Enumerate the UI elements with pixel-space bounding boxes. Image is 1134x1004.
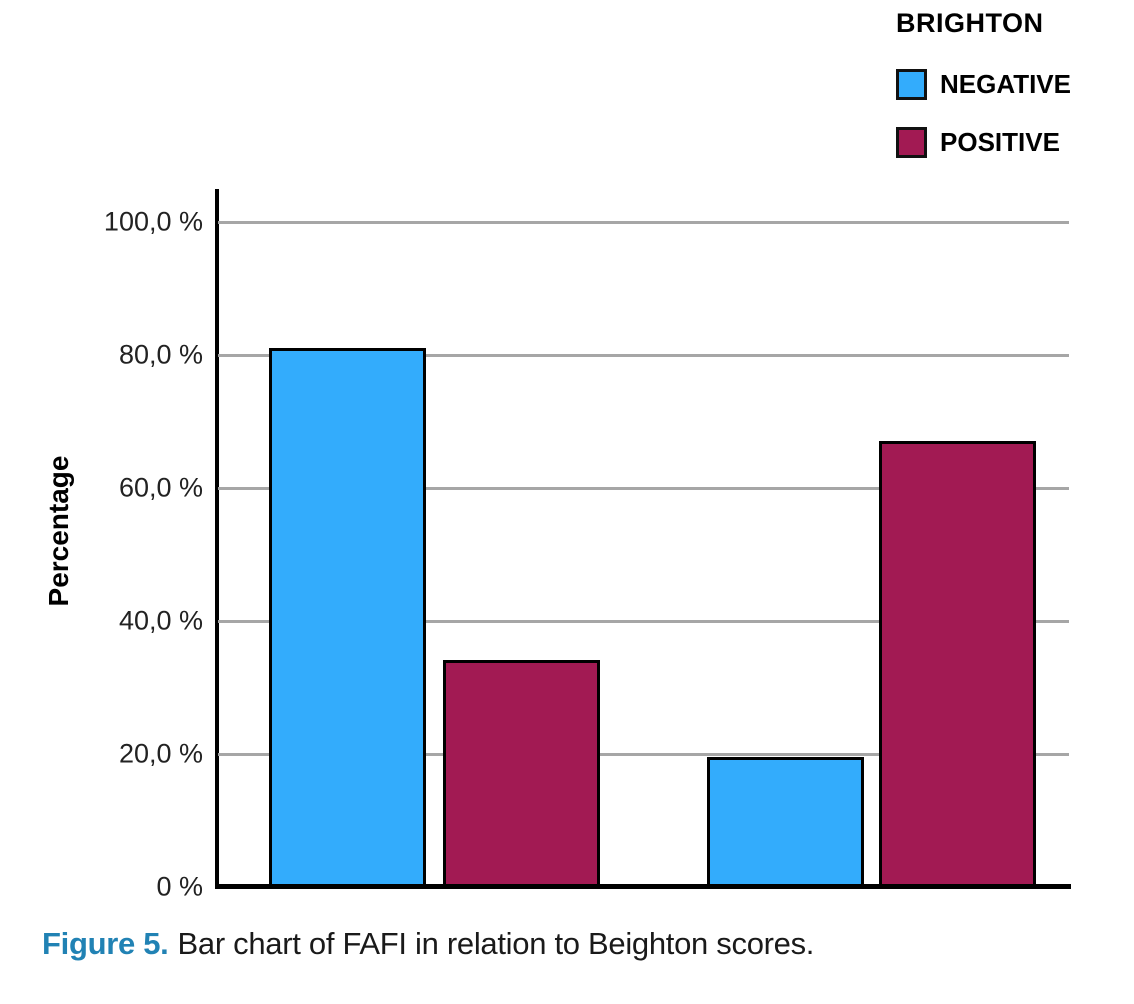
y-axis-title: Percentage [43,455,74,607]
y-tick-label-100: 100,0 % [103,206,203,237]
chart-legend: BRIGHTON NEGATIVE POSITIVE [896,8,1071,185]
legend-title: BRIGHTON [896,8,1044,38]
y-tick-label-60: 60,0 % [118,472,203,503]
legend-swatch-positive [896,127,927,158]
bar-negative-group2 [707,757,864,887]
legend-item-positive: POSITIVE [896,127,1071,158]
x-axis-line [215,884,1071,889]
legend-items: NEGATIVE POSITIVE [896,69,1071,158]
figure-caption: Figure 5. Bar chart of FAFI in relation t… [42,926,814,962]
gridline-100 [218,220,1069,224]
bar-negative-group1 [269,347,426,887]
legend-label-negative: NEGATIVE [940,69,1071,99]
gridline-40 [218,619,1069,623]
legend-item-negative: NEGATIVE [896,69,1071,100]
gridline-80 [218,353,1069,357]
figure-caption-label: Figure 5. [42,926,169,961]
plot-area [218,189,1069,887]
gridline-60 [218,486,1069,490]
y-axis-line [215,189,219,888]
y-tick-label-80: 80,0 % [118,339,203,370]
y-tick-label-20: 20,0 % [118,738,203,769]
bar-positive-group1 [443,660,600,887]
gridline-20 [218,752,1069,756]
legend-label-positive: POSITIVE [940,127,1060,157]
figure-caption-text: Bar chart of FAFI in relation to Beighto… [177,926,815,961]
y-tick-label-0: 0 % [156,871,203,902]
y-tick-label-40: 40,0 % [118,605,203,636]
legend-swatch-negative [896,69,927,100]
bar-positive-group2 [879,441,1036,887]
